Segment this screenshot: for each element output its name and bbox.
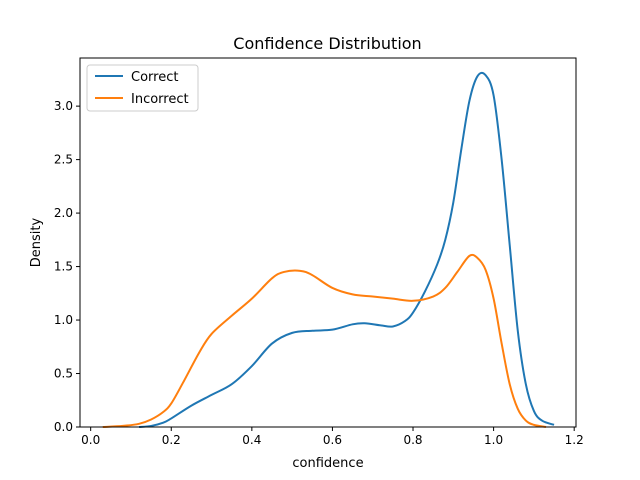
y-tick-label: 0.5 — [54, 367, 73, 381]
legend-label-incorrect: Incorrect — [131, 92, 189, 107]
y-tick-label: 1.5 — [54, 260, 73, 274]
y-tick-label: 3.0 — [54, 99, 73, 113]
x-tick-label: 0.2 — [162, 433, 181, 447]
y-axis-ticks: 0.0 0.5 1.0 1.5 2.0 2.5 3.0 — [54, 99, 80, 434]
series-line-correct — [138, 71, 555, 428]
y-tick-label: 0.0 — [54, 420, 73, 434]
legend: Correct Incorrect — [86, 64, 199, 112]
plot-area — [79, 57, 577, 428]
x-axis-ticks: 0.0 0.2 0.4 0.6 0.8 1.0 1.2 — [81, 427, 584, 447]
x-tick-label: 1.2 — [565, 433, 584, 447]
plot-frame — [79, 57, 577, 428]
x-tick-label: 0.6 — [323, 433, 342, 447]
y-axis-label: Density — [29, 217, 44, 267]
series-line-incorrect — [102, 253, 547, 428]
series-layer — [102, 71, 555, 428]
x-axis-label: confidence — [292, 456, 363, 471]
legend-label-correct: Correct — [131, 70, 178, 85]
x-tick-label: 0.0 — [81, 433, 100, 447]
y-tick-label: 2.5 — [54, 153, 73, 167]
x-tick-label: 0.4 — [242, 433, 261, 447]
y-tick-label: 2.0 — [54, 206, 73, 220]
chart-title: Confidence Distribution — [233, 34, 421, 53]
x-tick-label: 1.0 — [484, 433, 503, 447]
x-tick-label: 0.8 — [403, 433, 422, 447]
y-tick-label: 1.0 — [54, 313, 73, 327]
